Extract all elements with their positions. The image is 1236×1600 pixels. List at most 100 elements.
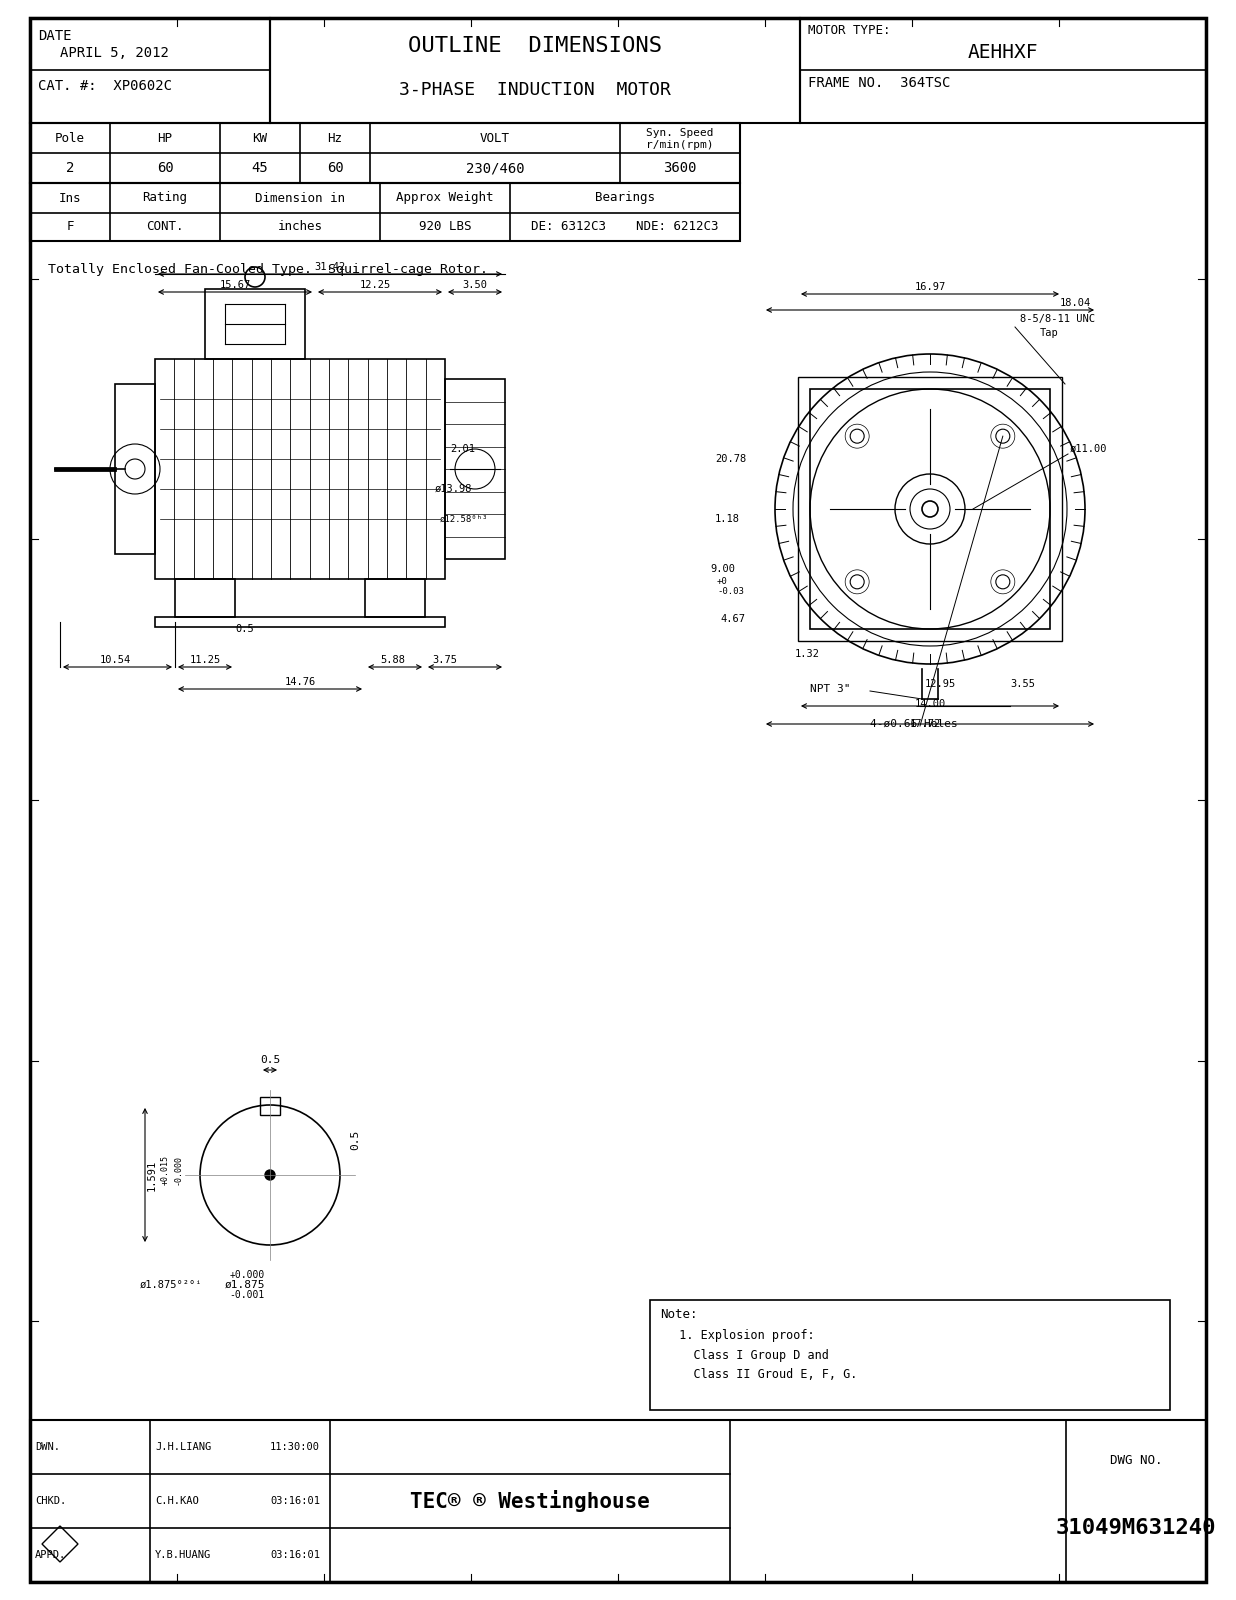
- Text: APPD.: APPD.: [35, 1550, 67, 1560]
- Bar: [260, 1098, 281, 1115]
- Text: 4.67: 4.67: [721, 614, 745, 624]
- Text: 3-PHASE  INDUCTION  MOTOR: 3-PHASE INDUCTION MOTOR: [399, 82, 671, 99]
- Text: ø1.875: ø1.875: [225, 1280, 265, 1290]
- Bar: [650, 1299, 1170, 1410]
- Text: 31.42: 31.42: [314, 262, 346, 272]
- Text: F: F: [67, 221, 74, 234]
- Bar: [445, 379, 506, 558]
- Bar: [800, 18, 1206, 123]
- Text: 3.55: 3.55: [1010, 678, 1035, 690]
- Text: 4-ø0.66 Holes: 4-ø0.66 Holes: [870, 718, 958, 730]
- Text: 17.72: 17.72: [910, 718, 942, 730]
- Text: DE: 6312C3    NDE: 6212C3: DE: 6312C3 NDE: 6212C3: [531, 221, 719, 234]
- Text: -0.001: -0.001: [230, 1290, 265, 1299]
- Text: 3600: 3600: [664, 162, 697, 174]
- Bar: [176, 579, 235, 618]
- Text: 11.25: 11.25: [189, 654, 220, 666]
- Text: 230/460: 230/460: [466, 162, 524, 174]
- Text: CONT.: CONT.: [146, 221, 184, 234]
- Text: Bearings: Bearings: [595, 192, 655, 205]
- Text: -0.03: -0.03: [717, 587, 744, 595]
- Text: +0: +0: [717, 576, 728, 586]
- Text: VOLT: VOLT: [480, 131, 510, 144]
- Text: HP: HP: [157, 131, 173, 144]
- Text: 5.88: 5.88: [381, 654, 405, 666]
- Text: OUTLINE  DIMENSIONS: OUTLINE DIMENSIONS: [408, 35, 662, 56]
- Text: 10.54: 10.54: [99, 654, 131, 666]
- Text: 1.32: 1.32: [795, 650, 819, 659]
- Text: 0.5: 0.5: [350, 1130, 360, 1150]
- Text: Tap: Tap: [1039, 328, 1059, 338]
- Text: 14.00: 14.00: [915, 699, 947, 709]
- Text: NPT 3": NPT 3": [810, 685, 850, 694]
- Text: r/min(rpm): r/min(rpm): [646, 141, 713, 150]
- Text: 03:16:01: 03:16:01: [269, 1496, 320, 1506]
- Text: 03:16:01: 03:16:01: [269, 1550, 320, 1560]
- Text: ø1.875°²°ⁱ: ø1.875°²°ⁱ: [140, 1280, 203, 1290]
- Text: AEHHXF: AEHHXF: [968, 43, 1038, 61]
- Text: 3.75: 3.75: [433, 654, 457, 666]
- Text: +0.000: +0.000: [230, 1270, 265, 1280]
- Text: 16.97: 16.97: [915, 282, 946, 291]
- Text: 20.78: 20.78: [714, 454, 747, 464]
- Text: Class I Group D and: Class I Group D and: [665, 1349, 829, 1362]
- Text: Class II Groud E, F, G.: Class II Groud E, F, G.: [665, 1368, 858, 1381]
- Text: 15.67: 15.67: [219, 280, 251, 290]
- Bar: [30, 123, 740, 182]
- Text: 0.5: 0.5: [260, 1054, 281, 1066]
- Text: 1. Explosion proof:: 1. Explosion proof:: [665, 1328, 815, 1341]
- Text: +0.015: +0.015: [161, 1155, 169, 1186]
- Text: 1.18: 1.18: [714, 514, 740, 525]
- Text: 45: 45: [252, 162, 268, 174]
- Text: 11:30:00: 11:30:00: [269, 1442, 320, 1453]
- Text: 18.04: 18.04: [1059, 298, 1090, 307]
- Text: -0.000: -0.000: [173, 1155, 183, 1186]
- Text: 2: 2: [66, 162, 74, 174]
- Text: Approx Weight: Approx Weight: [397, 192, 493, 205]
- Bar: [115, 384, 154, 554]
- Text: Pole: Pole: [54, 131, 85, 144]
- Text: TEC® ® Westinghouse: TEC® ® Westinghouse: [410, 1490, 650, 1512]
- Text: 8-5/8-11 UNC: 8-5/8-11 UNC: [1020, 314, 1095, 323]
- Text: ø13.98: ø13.98: [435, 483, 472, 494]
- Text: Dimension in: Dimension in: [255, 192, 345, 205]
- Bar: [154, 358, 445, 579]
- Text: DWG NO.: DWG NO.: [1110, 1453, 1162, 1467]
- Text: 14.76: 14.76: [284, 677, 315, 686]
- Bar: [269, 18, 800, 123]
- Text: Ins: Ins: [59, 192, 82, 205]
- Text: Totally Enclosed Fan-Cooled Type.  Squirrel-cage Rotor.: Totally Enclosed Fan-Cooled Type. Squirr…: [48, 262, 488, 275]
- Bar: [205, 290, 305, 358]
- Text: 31049M631240: 31049M631240: [1056, 1518, 1216, 1538]
- Text: Note:: Note:: [660, 1309, 697, 1322]
- Text: MOTOR TYPE:: MOTOR TYPE:: [808, 24, 890, 37]
- Text: 2.01: 2.01: [450, 443, 475, 454]
- Bar: [30, 18, 269, 123]
- Text: J.H.LIANG: J.H.LIANG: [154, 1442, 211, 1453]
- Text: 0.5: 0.5: [236, 624, 255, 634]
- Text: DATE: DATE: [38, 29, 72, 43]
- Text: Syn. Speed: Syn. Speed: [646, 128, 713, 138]
- Text: Y.B.HUANG: Y.B.HUANG: [154, 1550, 211, 1560]
- Text: ø12.58⁰ʰ³: ø12.58⁰ʰ³: [440, 515, 488, 523]
- Text: 12.25: 12.25: [360, 280, 391, 290]
- Bar: [154, 618, 445, 627]
- Text: 920 LBS: 920 LBS: [419, 221, 471, 234]
- Text: 60: 60: [157, 162, 173, 174]
- Text: 60: 60: [326, 162, 344, 174]
- Text: CHKD.: CHKD.: [35, 1496, 67, 1506]
- Bar: [30, 182, 740, 242]
- Text: KW: KW: [252, 131, 267, 144]
- Text: inches: inches: [278, 221, 323, 234]
- Bar: [798, 378, 1062, 642]
- Text: CAT. #:  XP0602C: CAT. #: XP0602C: [38, 78, 172, 93]
- Text: ø11.00: ø11.00: [1070, 443, 1107, 454]
- Text: C.H.KAO: C.H.KAO: [154, 1496, 199, 1506]
- Text: 1.591: 1.591: [147, 1160, 157, 1190]
- Text: Hz: Hz: [328, 131, 342, 144]
- Text: 3.50: 3.50: [462, 280, 487, 290]
- Text: 9.00: 9.00: [709, 565, 735, 574]
- Text: APRIL 5, 2012: APRIL 5, 2012: [61, 46, 169, 59]
- Text: Rating: Rating: [142, 192, 188, 205]
- Text: DWN.: DWN.: [35, 1442, 61, 1453]
